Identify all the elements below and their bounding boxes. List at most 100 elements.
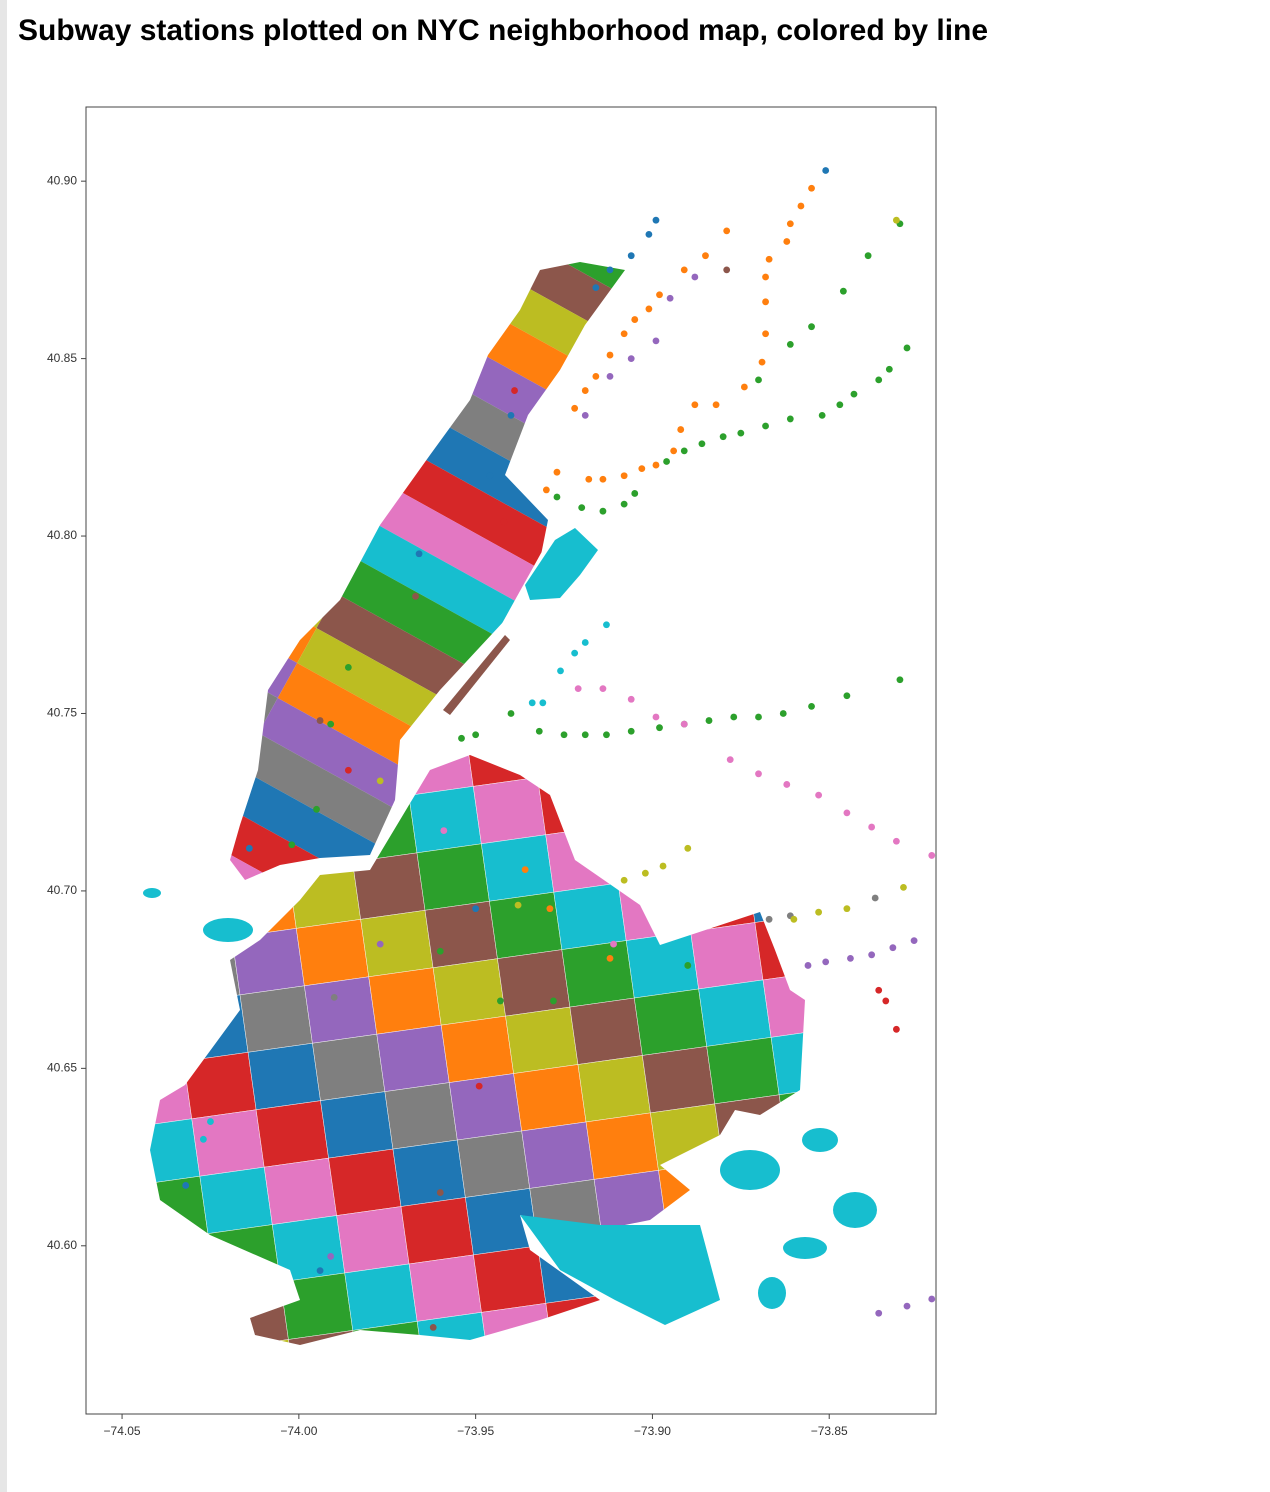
station (436, 1189, 444, 1196)
station (500, 518, 508, 526)
neighborhood (489, 891, 563, 959)
island (720, 1150, 780, 1190)
station (875, 986, 883, 994)
station (892, 1025, 900, 1033)
neighborhood (312, 1033, 386, 1101)
station (702, 252, 709, 260)
neighborhood (374, 488, 535, 601)
neighborhood (424, 901, 498, 968)
islands (143, 528, 877, 1325)
station (762, 330, 769, 338)
station (684, 844, 692, 852)
neighborhood (449, 1073, 522, 1141)
station (892, 216, 900, 224)
station (245, 844, 253, 852)
station (376, 940, 384, 948)
neighborhood (191, 1109, 265, 1177)
neighborhood (553, 882, 627, 950)
station (875, 1309, 883, 1317)
station (843, 905, 851, 913)
station (903, 1302, 911, 1310)
island (758, 1277, 786, 1309)
neighborhood (288, 1330, 362, 1345)
station (804, 962, 812, 969)
neighborhood (239, 985, 313, 1053)
station (199, 1135, 207, 1143)
neighborhood (328, 1148, 402, 1216)
station (885, 365, 893, 373)
neighborhood (320, 1091, 394, 1159)
station (762, 298, 769, 306)
station (740, 383, 748, 391)
station (691, 273, 699, 281)
neighborhood (408, 1254, 482, 1322)
station (871, 894, 879, 902)
station (511, 387, 518, 394)
station (815, 791, 823, 799)
station (755, 770, 762, 778)
station (652, 216, 660, 224)
station (765, 255, 773, 263)
station (868, 823, 876, 831)
station (557, 667, 564, 675)
station (581, 731, 589, 739)
station (313, 805, 320, 813)
station (666, 294, 674, 302)
station (779, 710, 787, 717)
x-tick-label: −73.85 (811, 1424, 848, 1438)
station (783, 238, 791, 245)
station (574, 685, 582, 693)
neighborhood (513, 1064, 587, 1132)
station (790, 915, 798, 923)
neighborhood (497, 949, 571, 1017)
station (882, 997, 890, 1005)
station (847, 954, 854, 962)
station (864, 252, 872, 260)
station (507, 710, 515, 717)
station (889, 944, 897, 952)
station (645, 230, 653, 238)
station (818, 411, 826, 419)
neighborhood (263, 1157, 337, 1225)
station (928, 852, 936, 859)
station (786, 341, 794, 348)
chart-title: Subway stations plotted on NYC neighborh… (18, 14, 989, 47)
station (903, 344, 911, 352)
neighborhood (408, 786, 482, 854)
station (868, 951, 876, 959)
neighborhood (360, 910, 434, 977)
island (143, 888, 161, 898)
neighborhood (510, 262, 625, 356)
station (896, 676, 904, 684)
station (440, 827, 448, 834)
station (610, 940, 617, 948)
station (786, 415, 794, 423)
neighborhood (247, 1043, 321, 1110)
station (783, 781, 791, 788)
station (553, 468, 561, 476)
station (535, 727, 543, 735)
station (631, 316, 639, 323)
station (620, 330, 628, 338)
neighborhood (344, 1263, 418, 1331)
neighborhood (400, 1197, 474, 1265)
neighborhood (569, 997, 643, 1065)
x-tick-label: −74.05 (104, 1424, 141, 1438)
station (344, 766, 352, 774)
station (496, 997, 504, 1005)
station (486, 472, 494, 480)
station (928, 1295, 936, 1303)
neighborhood (634, 988, 707, 1056)
station (652, 461, 660, 469)
neighborhood (230, 768, 379, 880)
neighborhood (561, 940, 635, 1008)
neighborhood (296, 919, 369, 987)
station (875, 376, 883, 384)
station (836, 401, 844, 409)
station (641, 869, 649, 877)
station (458, 734, 465, 742)
station (330, 993, 338, 1001)
